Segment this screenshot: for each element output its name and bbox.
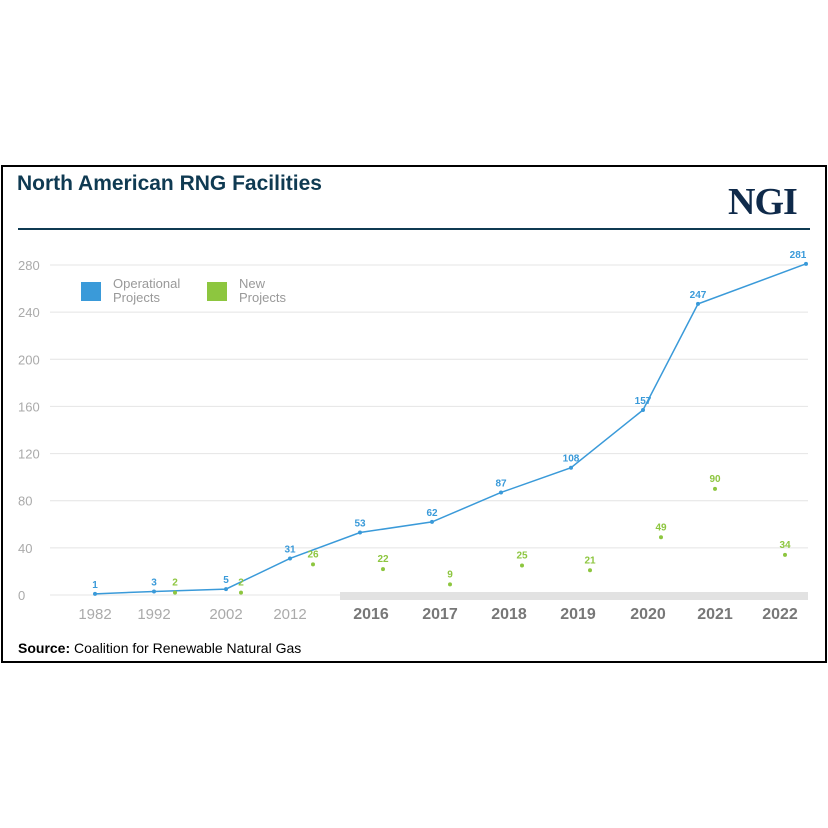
x-tick-label: 2017 bbox=[422, 606, 458, 623]
new-projects-data-label: 2 bbox=[238, 578, 244, 589]
new-projects-data-label: 34 bbox=[779, 540, 791, 551]
operational-point bbox=[499, 490, 503, 495]
new-projects-point bbox=[659, 535, 663, 540]
y-tick-label: 40 bbox=[18, 541, 32, 556]
operational-point bbox=[93, 591, 97, 596]
operational-data-label: 1 bbox=[92, 580, 98, 591]
chart-frame bbox=[1, 165, 827, 663]
operational-point bbox=[224, 587, 228, 592]
operational-point bbox=[430, 519, 434, 524]
new-projects-point bbox=[713, 486, 717, 491]
new-projects-data-label: 22 bbox=[377, 554, 389, 565]
legend-label: Operational bbox=[113, 276, 180, 291]
new-projects-point bbox=[381, 567, 385, 572]
new-projects-point bbox=[311, 562, 315, 567]
new-projects-point bbox=[448, 582, 452, 587]
x-tick-label: 2022 bbox=[762, 606, 798, 623]
operational-data-label: 87 bbox=[495, 478, 507, 489]
operational-point bbox=[804, 261, 808, 266]
axis-band bbox=[340, 592, 808, 600]
legend-label: Projects bbox=[239, 290, 286, 305]
operational-data-label: 281 bbox=[790, 250, 807, 261]
new-projects-data-label: 9 bbox=[447, 569, 453, 580]
operational-point bbox=[641, 407, 645, 412]
legend-label: New bbox=[239, 276, 266, 291]
new-projects-point bbox=[520, 563, 524, 568]
new-projects-point bbox=[173, 590, 177, 595]
y-tick-label: 80 bbox=[18, 494, 32, 509]
operational-point bbox=[569, 465, 573, 470]
operational-point bbox=[696, 301, 700, 306]
source-note: Source: Coalition for Renewable Natural … bbox=[18, 640, 301, 656]
operational-point bbox=[152, 589, 156, 594]
x-tick-label: 2019 bbox=[560, 606, 596, 623]
operational-point bbox=[358, 530, 362, 535]
y-tick-label: 0 bbox=[18, 588, 25, 603]
operational-data-label: 157 bbox=[635, 396, 652, 407]
new-projects-data-label: 49 bbox=[655, 522, 667, 533]
x-tick-label: 2020 bbox=[630, 606, 666, 623]
new-projects-data-label: 2 bbox=[172, 578, 178, 589]
chart-title: North American RNG Facilities bbox=[17, 172, 322, 195]
operational-data-label: 247 bbox=[690, 290, 707, 301]
y-tick-label: 200 bbox=[18, 352, 40, 367]
new-projects-data-label: 21 bbox=[584, 555, 596, 566]
title-divider bbox=[18, 228, 810, 230]
x-tick-label: 2002 bbox=[209, 606, 242, 623]
y-tick-label: 120 bbox=[18, 447, 40, 462]
new-projects-point bbox=[239, 590, 243, 595]
operational-data-label: 31 bbox=[284, 544, 296, 555]
y-tick-label: 160 bbox=[18, 399, 40, 414]
new-projects-point bbox=[783, 552, 787, 557]
operational-data-label: 108 bbox=[563, 454, 580, 465]
operational-data-label: 53 bbox=[354, 519, 366, 530]
x-tick-label: 2016 bbox=[353, 606, 389, 623]
source-text: Coalition for Renewable Natural Gas bbox=[70, 640, 302, 656]
x-tick-label: 2021 bbox=[697, 606, 733, 623]
new-projects-point bbox=[588, 568, 592, 573]
operational-data-label: 5 bbox=[223, 575, 229, 586]
x-tick-label: 2018 bbox=[491, 606, 527, 623]
y-tick-label: 280 bbox=[18, 258, 40, 273]
operational-point bbox=[288, 556, 292, 561]
ngi-logo: NGI bbox=[728, 181, 798, 223]
operational-data-label: 62 bbox=[426, 508, 438, 519]
x-tick-label: 1992 bbox=[137, 606, 170, 623]
operational-line bbox=[94, 263, 807, 595]
new-projects-data-label: 25 bbox=[516, 551, 528, 562]
source-label: Source: bbox=[18, 640, 71, 656]
operational-data-label: 3 bbox=[151, 577, 157, 588]
new-projects-data-label: 26 bbox=[307, 549, 319, 560]
y-tick-label: 240 bbox=[18, 305, 40, 320]
legend-swatch bbox=[207, 282, 227, 301]
x-tick-label: 1982 bbox=[78, 606, 111, 623]
x-tick-label: 2012 bbox=[273, 606, 306, 623]
new-projects-data-label: 90 bbox=[709, 474, 721, 485]
legend-label: Projects bbox=[113, 290, 160, 305]
legend-swatch bbox=[81, 282, 101, 301]
